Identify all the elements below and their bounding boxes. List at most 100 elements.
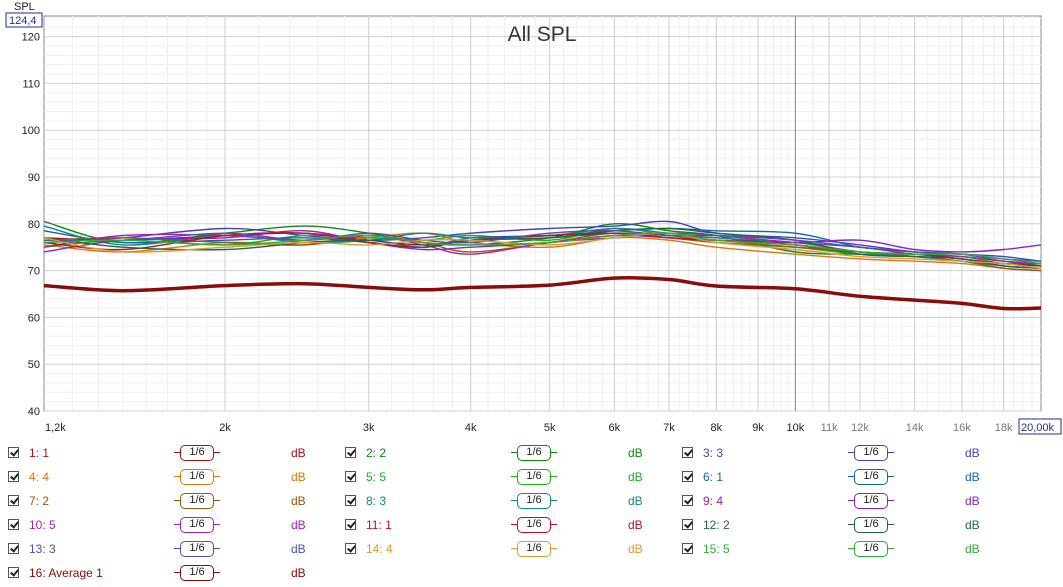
legend-checkbox[interactable] [8, 519, 19, 530]
legend-unit-label: dB [965, 494, 980, 508]
smoothing-label: 1/6 [189, 494, 205, 506]
y-tick-label: 80 [28, 219, 40, 231]
smoothing-label: 1/6 [526, 470, 542, 482]
smoothing-button[interactable]: 1/6 [848, 445, 894, 461]
smoothing-button[interactable]: 1/6 [848, 469, 894, 485]
legend-unit-label: dB [291, 518, 306, 532]
legend-unit-label: dB [628, 494, 643, 508]
legend-item-name: 2: 2 [366, 446, 387, 460]
smoothing-label: 1/6 [189, 446, 205, 458]
y-tick-label: 110 [22, 78, 40, 90]
series-line-12-2 [43, 227, 1042, 269]
legend-checkbox[interactable] [345, 471, 356, 482]
smoothing-label: 1/6 [189, 566, 205, 578]
smoothing-button[interactable]: 1/6 [174, 469, 220, 485]
smoothing-label: 1/6 [189, 542, 205, 554]
legend-item-name: 15: 5 [703, 542, 730, 556]
legend-unit-label: dB [965, 446, 980, 460]
x-tick-label: 10k [786, 422, 804, 434]
legend-item-name: 3: 3 [703, 446, 724, 460]
smoothing-label: 1/6 [189, 518, 205, 530]
smoothing-button[interactable]: 1/6 [511, 493, 557, 509]
smoothing-button[interactable]: 1/6 [174, 517, 220, 533]
x-end-readout-box [1018, 418, 1062, 435]
legend-item-name: 16: Average 1 [29, 566, 103, 580]
y-axis-label: SPL [14, 1, 35, 13]
legend-checkbox[interactable] [345, 447, 356, 458]
smoothing-button[interactable]: 1/6 [511, 517, 557, 533]
legend-checkbox[interactable] [682, 495, 693, 506]
legend-checkbox[interactable] [682, 447, 693, 458]
x-tick-label: 12k [851, 422, 869, 434]
legend-unit-label: dB [291, 446, 306, 460]
smoothing-button[interactable]: 1/6 [174, 493, 220, 509]
legend-item-name: 11: 1 [366, 518, 392, 532]
chart-title: All SPL [508, 23, 577, 46]
legend-unit-label: dB [628, 470, 643, 484]
legend-checkbox[interactable] [8, 495, 19, 506]
y-tick-label: 70 [28, 266, 40, 278]
x-tick-label: 9k [752, 422, 764, 434]
plot-area [43, 15, 1042, 412]
x-end-readout: 20,00k [1021, 422, 1055, 434]
legend-unit-label: dB [628, 542, 643, 556]
legend-unit-label: dB [628, 518, 643, 532]
grid [44, 16, 1041, 412]
series-line-15-5 [43, 232, 1042, 265]
smoothing-label: 1/6 [526, 446, 542, 458]
legend-item-name: 9: 4 [703, 494, 724, 508]
y-top-readout: 124,4 [9, 15, 37, 27]
smoothing-button[interactable]: 1/6 [511, 445, 557, 461]
x-tick-label: 1,2k [45, 422, 66, 434]
smoothing-button[interactable]: 1/6 [848, 517, 894, 533]
x-tick-label: 3k [363, 422, 375, 434]
x-tick-label: 5k [544, 422, 556, 434]
legend: 1: 1 1/6 dB 2: 2 1/6 dB 3: 3 1/6 dB 4: 4 1/6 dB 5: 5… [0, 440, 1063, 587]
x-tick-label: 2k [219, 422, 231, 434]
smoothing-button[interactable]: 1/6 [174, 541, 220, 557]
legend-checkbox[interactable] [682, 471, 693, 482]
series-lines [43, 220, 1042, 311]
spl-chart: 40 50 60 70 80 90 100 110 120 1,2k 2k 3k 4k 5k 6k 7k 8k… [5, 1, 1062, 435]
legend-item-name: 6: 1 [703, 470, 724, 484]
legend-checkbox[interactable] [682, 543, 693, 554]
y-tick-label: 60 [28, 312, 40, 324]
legend-checkbox[interactable] [345, 495, 356, 506]
legend-item: 14: 4 1/6 dB [345, 540, 665, 560]
legend-item: 11: 1 1/6 dB [345, 516, 665, 536]
legend-checkbox[interactable] [8, 543, 19, 554]
x-tick-label: 4k [465, 422, 477, 434]
y-tick-label: 120 [22, 32, 40, 44]
smoothing-label: 1/6 [863, 518, 879, 530]
smoothing-label: 1/6 [189, 470, 205, 482]
legend-item: 7: 2 1/6 dB [8, 492, 328, 512]
y-tick-label: 90 [28, 172, 40, 184]
legend-item: 4: 4 1/6 dB [8, 468, 328, 488]
legend-item-name: 5: 5 [366, 470, 387, 484]
legend-item: 9: 4 1/6 dB [682, 492, 1002, 512]
legend-item-name: 4: 4 [29, 470, 50, 484]
legend-checkbox[interactable] [345, 519, 356, 530]
x-tick-labels: 1,2k 2k 3k 4k 5k 6k 7k 8k 9k 10k 11k 12k 14k 16k 18k [45, 422, 1013, 434]
legend-item-name: 10: 5 [29, 518, 56, 532]
smoothing-button[interactable]: 1/6 [174, 445, 220, 461]
legend-checkbox[interactable] [682, 519, 693, 530]
legend-unit-label: dB [291, 470, 306, 484]
legend-unit-label: dB [628, 446, 643, 460]
smoothing-button[interactable]: 1/6 [511, 541, 557, 557]
smoothing-button[interactable]: 1/6 [511, 469, 557, 485]
legend-item: 2: 2 1/6 dB [345, 444, 665, 464]
x-tick-label: 7k [663, 422, 675, 434]
legend-checkbox[interactable] [8, 447, 19, 458]
smoothing-label: 1/6 [526, 494, 542, 506]
smoothing-button[interactable]: 1/6 [848, 493, 894, 509]
legend-checkbox[interactable] [8, 471, 19, 482]
smoothing-label: 1/6 [863, 470, 879, 482]
legend-checkbox[interactable] [8, 567, 19, 578]
legend-checkbox[interactable] [345, 543, 356, 554]
smoothing-button[interactable]: 1/6 [174, 565, 220, 581]
legend-item: 1: 1 1/6 dB [8, 444, 328, 464]
legend-item-name: 12: 2 [703, 518, 730, 532]
smoothing-button[interactable]: 1/6 [848, 541, 894, 557]
legend-unit-label: dB [965, 542, 980, 556]
